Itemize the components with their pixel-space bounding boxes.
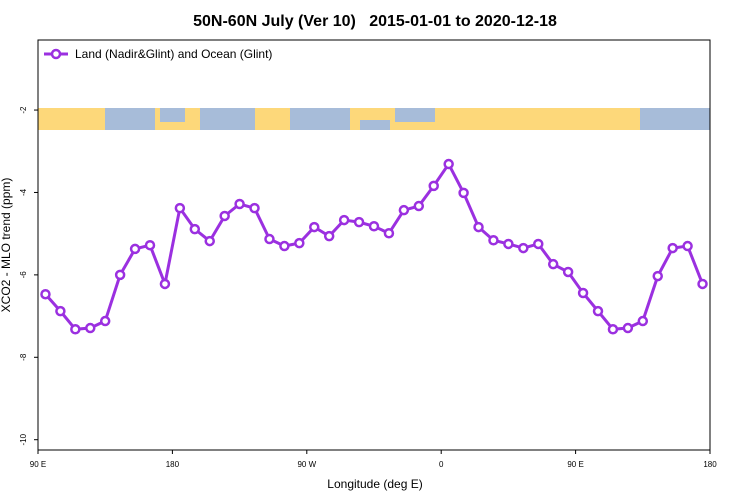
y-axis-label: XCO2 - MLO trend (ppm) xyxy=(0,178,13,313)
chart-title: 50N-60N July (Ver 10) 2015-01-01 to 2020… xyxy=(193,13,557,30)
x-tick-label: 180 xyxy=(166,460,180,469)
data-point xyxy=(264,233,275,245)
data-point xyxy=(488,235,499,246)
data-point xyxy=(577,287,589,299)
data-point xyxy=(667,242,678,254)
y-tick-label: -8 xyxy=(19,353,28,361)
data-point xyxy=(353,216,365,228)
data-point xyxy=(398,204,410,216)
y-tick-label: -2 xyxy=(19,106,28,114)
data-point xyxy=(652,270,663,282)
data-point xyxy=(114,269,126,281)
x-tick-label: 90 E xyxy=(567,460,583,469)
x-tick-label: 0 xyxy=(439,460,444,469)
data-point xyxy=(637,315,649,327)
data-point xyxy=(607,324,619,335)
map-strip xyxy=(38,108,710,130)
series-line xyxy=(44,161,704,331)
x-axis-label: Longitude (deg E) xyxy=(327,477,422,491)
data-point xyxy=(309,221,320,233)
data-point xyxy=(547,258,559,270)
data-point xyxy=(533,238,544,250)
data-point xyxy=(174,202,186,214)
data-point xyxy=(70,324,81,335)
data-point xyxy=(144,239,156,251)
data-point xyxy=(697,278,708,290)
data-point xyxy=(279,240,290,252)
data-point xyxy=(129,243,141,255)
data-point xyxy=(518,242,529,254)
data-point xyxy=(592,305,604,317)
data-point xyxy=(85,322,96,334)
legend-marker xyxy=(50,48,62,60)
data-point xyxy=(383,228,395,239)
data-point xyxy=(99,315,111,327)
plot-frame xyxy=(37,39,711,451)
data-point xyxy=(219,210,230,222)
data-point xyxy=(622,322,634,334)
legend-label: Land (Nadir&Glint) and Ocean (Glint) xyxy=(75,47,272,61)
data-point xyxy=(189,223,201,235)
data-point xyxy=(55,305,66,317)
data-point xyxy=(682,240,693,252)
data-point xyxy=(473,221,484,233)
data-point xyxy=(294,237,305,249)
x-tick-label: 90 W xyxy=(297,460,316,469)
data-point xyxy=(368,221,380,232)
x-tick-label: 90 E xyxy=(30,460,46,469)
data-point xyxy=(428,180,439,192)
data-point xyxy=(40,288,51,300)
y-tick-label: -10 xyxy=(19,433,28,445)
data-point xyxy=(458,187,469,199)
x-tick-label: 180 xyxy=(703,460,717,469)
data-point xyxy=(503,238,514,250)
data-point xyxy=(338,214,350,226)
data-point xyxy=(159,278,171,290)
data-point xyxy=(234,198,245,210)
data-point xyxy=(249,202,260,214)
data-point xyxy=(204,235,215,247)
data-point xyxy=(562,266,574,278)
y-tick-label: -4 xyxy=(19,188,28,196)
y-tick-label: -6 xyxy=(19,271,28,279)
data-point xyxy=(443,158,454,170)
data-point xyxy=(323,230,335,242)
data-point xyxy=(413,200,425,212)
